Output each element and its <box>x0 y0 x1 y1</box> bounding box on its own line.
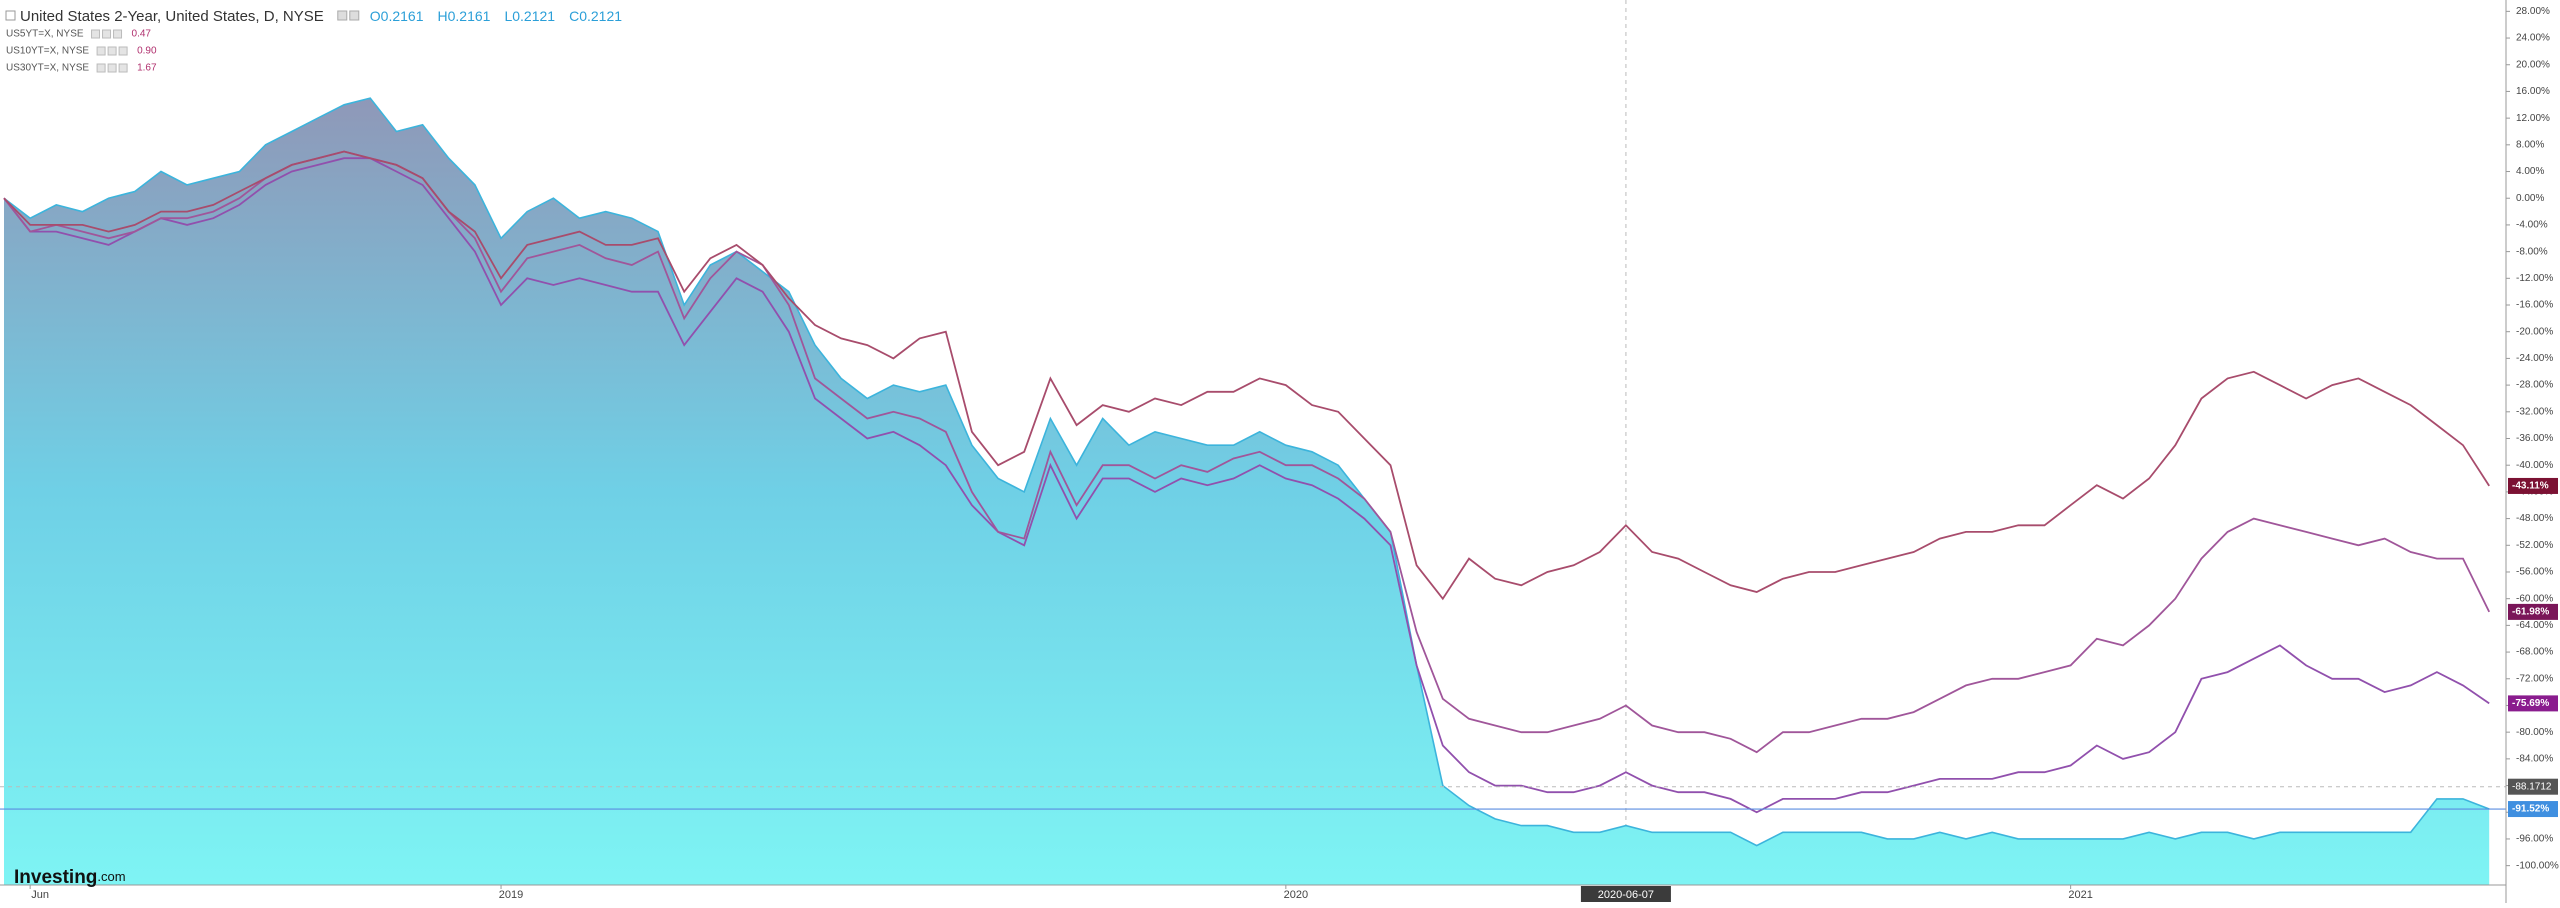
y-tick-label: -68.00% <box>2516 647 2553 658</box>
crosshair-y-box <box>2508 778 2558 795</box>
ohlc-key: C <box>569 8 579 24</box>
y-tick-label: -48.00% <box>2516 513 2553 524</box>
settings-icon <box>337 10 348 21</box>
y-tick-label: -64.00% <box>2516 620 2553 631</box>
x-tick-label: 2019 <box>499 889 523 901</box>
last-value-label: -75.69% <box>2512 698 2549 709</box>
y-tick-label: -40.00% <box>2516 460 2553 471</box>
y-tick-label: 8.00% <box>2516 139 2544 150</box>
y-tick-label: -72.00% <box>2516 673 2553 684</box>
close-icon <box>349 10 360 21</box>
series-title: United States 2-Year, United States, D, … <box>20 8 324 25</box>
crosshair-x-box <box>1580 886 1671 902</box>
y-tick-label: 12.00% <box>2516 113 2550 124</box>
y-tick-label: -16.00% <box>2516 300 2553 311</box>
x-tick-label: Jun <box>31 889 49 901</box>
legend-name: US10YT=X, NYSE <box>6 46 89 57</box>
last-value-box <box>2508 801 2558 818</box>
legend-icon <box>118 46 128 56</box>
series-line <box>3 150 2490 601</box>
collapse-icon[interactable] <box>5 10 16 21</box>
watermark: Investing.com <box>14 867 126 888</box>
series-line <box>3 157 2490 814</box>
area-line <box>3 97 2490 847</box>
last-value-box <box>2508 477 2558 494</box>
crosshair-y-label: -88.1712 <box>2512 781 2552 792</box>
ohlc-key: H <box>438 8 448 24</box>
y-tick-label: 4.00% <box>2516 166 2544 177</box>
last-value-label: -61.98% <box>2512 607 2549 618</box>
ohlc-item: L0.2121 <box>504 8 555 24</box>
legend-icon <box>107 63 117 73</box>
ohlc-item: C0.2121 <box>569 8 622 24</box>
legend-icon <box>102 29 112 39</box>
plot-area <box>0 0 2506 886</box>
y-tick-label: -28.00% <box>2516 380 2553 391</box>
ohlc-item: O0.2161 <box>370 8 424 24</box>
y-tick-label: -32.00% <box>2516 406 2553 417</box>
y-tick-label: -60.00% <box>2516 593 2553 604</box>
x-tick-label: 2020 <box>1284 889 1308 901</box>
crosshair-x-label: 2020-06-07 <box>1598 889 1654 901</box>
ohlc-value: 0.2161 <box>381 8 424 24</box>
ohlc-value: 0.2121 <box>512 8 555 24</box>
y-tick-label: 16.00% <box>2516 86 2550 97</box>
y-tick-label: -4.00% <box>2516 220 2548 231</box>
legend-price: 0.90 <box>137 46 157 57</box>
legend-price: 1.67 <box>137 63 157 74</box>
last-value-label: -43.11% <box>2512 481 2549 492</box>
x-tick-label: 2021 <box>2068 889 2092 901</box>
ohlc-key: O <box>370 8 381 24</box>
legend-icon <box>113 29 123 39</box>
y-tick-label: -80.00% <box>2516 727 2553 738</box>
y-tick-label: 24.00% <box>2516 33 2550 44</box>
last-value-box <box>2508 695 2558 712</box>
watermark-suffix: .com <box>97 869 125 884</box>
legend-price: 0.47 <box>132 29 152 40</box>
y-tick-label: -96.00% <box>2516 834 2553 845</box>
legend-icon <box>96 63 106 73</box>
last-value-box <box>2508 603 2558 620</box>
y-tick-label: -12.00% <box>2516 273 2553 284</box>
y-tick-label: 0.00% <box>2516 193 2544 204</box>
y-tick-label: -24.00% <box>2516 353 2553 364</box>
ohlc-value: 0.2121 <box>579 8 622 24</box>
y-tick-label: -52.00% <box>2516 540 2553 551</box>
legend-icon <box>96 46 106 56</box>
header: United States 2-Year, United States, D, … <box>5 8 622 74</box>
legend-name: US5YT=X, NYSE <box>6 29 84 40</box>
y-tick-label: -100.00% <box>2516 860 2559 871</box>
ohlc-key: L <box>504 8 512 24</box>
area-fill <box>4 98 2490 886</box>
y-tick-label: -56.00% <box>2516 567 2553 578</box>
y-tick-label: -84.00% <box>2516 753 2553 764</box>
y-tick-label: -8.00% <box>2516 246 2548 257</box>
y-tick-label: -36.00% <box>2516 433 2553 444</box>
y-tick-label: 28.00% <box>2516 6 2550 17</box>
legend-icon <box>91 29 101 39</box>
ohlc-item: H0.2161 <box>438 8 491 24</box>
watermark-main: Investing <box>14 867 97 888</box>
legend-icon <box>118 63 128 73</box>
legend-icon <box>107 46 117 56</box>
y-tick-label: 20.00% <box>2516 59 2550 70</box>
legend-name: US30YT=X, NYSE <box>6 63 89 74</box>
ohlc-value: 0.2161 <box>448 8 491 24</box>
y-tick-label: -20.00% <box>2516 326 2553 337</box>
last-value-label: -91.52% <box>2512 804 2549 815</box>
